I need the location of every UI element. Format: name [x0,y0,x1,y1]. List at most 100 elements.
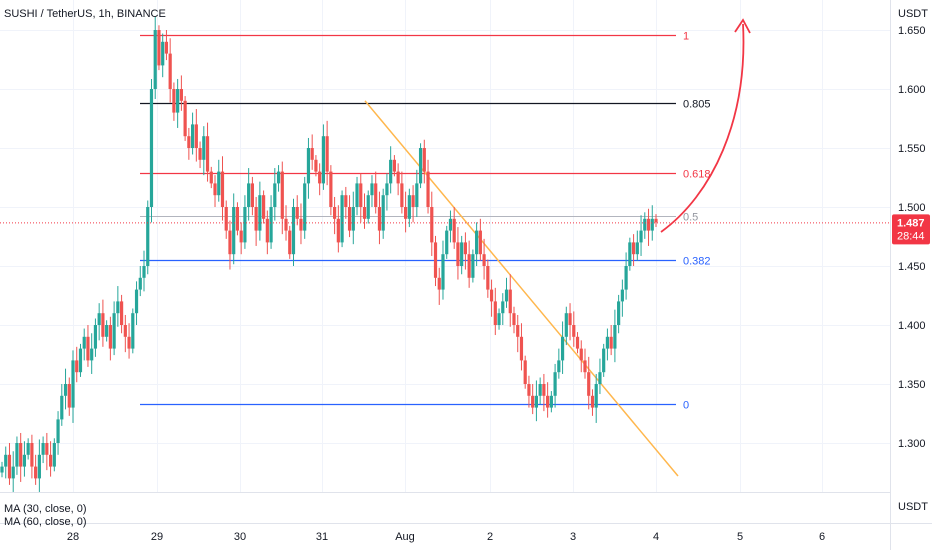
candle-body [516,325,520,337]
candle-body [112,313,116,349]
candle-body [523,360,527,384]
candle-body [90,348,94,361]
candle-body [232,207,236,255]
candle-body [56,419,60,443]
candle-body [45,443,49,455]
candle-body [437,277,441,290]
candle-body [605,336,610,349]
candle-body [497,313,501,325]
candle-body [467,254,471,278]
candle-body [19,443,23,467]
candle-body [549,395,553,408]
trend-line[interactable] [364,100,679,477]
time-tick-label: Aug [395,531,415,543]
candle-body [564,313,568,337]
candle-body [4,454,8,467]
time-tick-label: 5 [737,531,743,543]
price-tick-label: 1.650 [898,25,926,37]
candle-body [396,171,400,184]
candle-body [489,289,494,302]
candle-body [374,183,378,207]
candle-body [534,395,539,408]
candle-body [295,207,299,219]
candle-body [527,384,531,396]
price-axis[interactable]: 1.650 1.600 1.550 1.500 1.450 1.400 1.350 1.300 [890,0,926,550]
candle-body [609,336,613,349]
candle-body [557,360,561,373]
candle-body [146,207,150,266]
time-tick-label: 2 [487,531,493,543]
candle-body [291,207,296,255]
candle-body [508,289,512,314]
candle-body [164,41,169,54]
candle-body [602,348,606,373]
candle-body [30,443,34,467]
candle-body [415,183,419,207]
candle-body [254,207,258,231]
candle-body [546,395,550,408]
candle-body [306,148,311,184]
candle-body [258,195,262,231]
indicator-ma60[interactable]: MA (60, close, 0) [4,516,87,528]
candle-body [217,171,221,196]
candle-body [430,207,434,243]
candle-body [456,242,460,266]
candle-body [235,207,240,231]
time-tick-label: 31 [316,531,328,543]
candle-body [172,89,176,113]
candle-body [631,242,636,255]
candle-body [142,266,146,278]
candle-body [48,454,53,467]
candle-body [628,242,632,266]
candle-body [22,454,27,467]
candle-body [433,242,438,278]
candle-body [321,136,325,184]
candle-body [247,183,251,207]
candle-body [377,207,382,231]
candle-body [97,313,101,325]
candle-body [340,195,344,243]
candle-body [303,183,307,231]
candle-body [538,384,542,396]
fibonacci-levels: 1 0.805 0.618 0.5 0.382 0 [140,31,711,412]
candle-body [15,443,19,467]
candle-body [209,171,213,184]
candle-body [75,360,79,373]
candle-body [400,183,404,207]
candle-body [157,30,161,66]
candle-body [512,313,516,325]
candle-body [501,301,505,314]
time-tick-label: 28 [67,531,79,543]
candle-body [119,301,124,325]
current-price-tag: 1.487 28:44 [892,214,930,245]
candle-body [418,148,423,184]
candle-body [168,53,172,89]
fib-level-label: 0.618 [683,169,711,181]
candle-body [347,207,352,231]
forecast-arrow[interactable] [660,18,751,233]
candle-body [635,242,639,255]
candle-body [404,207,408,219]
candle-body [389,159,393,184]
candle-body [82,336,86,349]
candle-body [385,183,389,196]
candle-body [78,348,83,373]
candle-body [493,301,497,325]
candle-body [344,195,348,207]
candle-body [131,313,135,349]
candle-body [41,443,45,455]
horizontal-gridlines [0,30,890,444]
price-tick-label: 1.350 [898,379,926,391]
current-price-value: 1.487 [897,217,925,229]
indicator-ma30[interactable]: MA (30, close, 0) [4,503,87,515]
candle-body [11,466,15,479]
candle-body [60,395,64,420]
candle-body [407,195,411,219]
price-tick-label: 1.600 [898,84,926,96]
candle-body [284,218,288,231]
candle-body [276,171,281,184]
candle-body [426,171,430,207]
candle-body [138,277,142,290]
time-tick-label: 6 [819,531,825,543]
